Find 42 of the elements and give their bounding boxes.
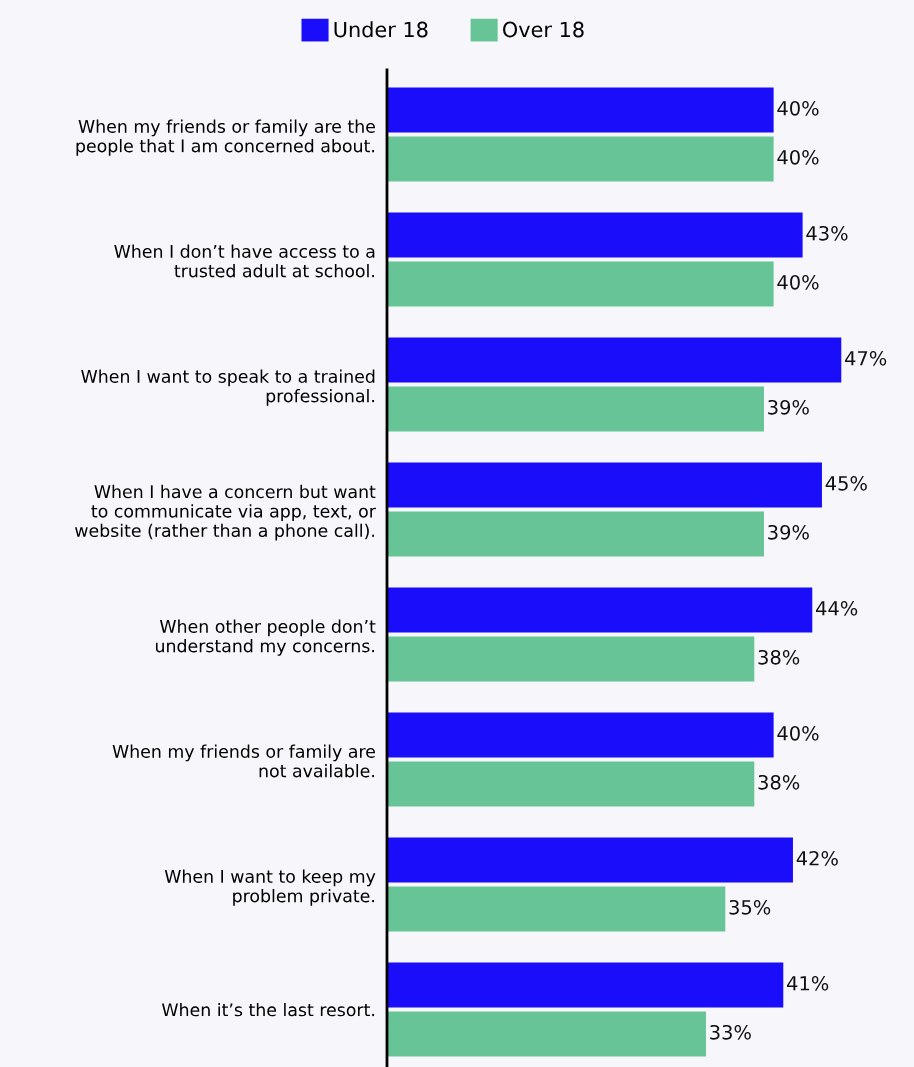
y-tick-label: When I have a concern but want to communicate via app, text, or website (rather than a phone call).: [75, 484, 376, 541]
bar: [386, 1011, 706, 1057]
data-label: 39%: [768, 524, 809, 540]
bar: [386, 712, 774, 758]
bar: [386, 511, 764, 557]
data-label: 45%: [825, 475, 867, 491]
data-label: 44%: [816, 600, 858, 616]
y-tick-label: When other people don’t understand my concerns.: [155, 619, 376, 656]
bar: [386, 837, 793, 883]
data-label: 40%: [777, 100, 819, 116]
data-label: 39%: [768, 399, 809, 415]
data-label: 40%: [777, 725, 819, 741]
data-label: 42%: [796, 850, 838, 866]
y-tick-label: When I want to speak to a trained professional.: [81, 369, 375, 406]
legend-label: Over 18: [503, 21, 584, 38]
legend-label: Under 18: [334, 21, 428, 38]
data-label: 40%: [777, 274, 819, 290]
bar: [386, 87, 774, 133]
bar: [386, 761, 755, 807]
y-tick-label: When it’s the last resort.: [161, 1002, 375, 1017]
data-label: 41%: [787, 975, 829, 991]
y-tick-label: When I want to keep my problem private.: [164, 869, 376, 906]
bar: [386, 886, 726, 932]
data-label: 35%: [729, 899, 771, 915]
bar: [386, 212, 803, 258]
y-tick-label: When my friends or family are not available.: [112, 744, 375, 778]
bar: [386, 136, 774, 182]
bar: [386, 261, 774, 307]
data-label: 38%: [758, 649, 800, 665]
bar: [386, 962, 784, 1008]
data-label: 40%: [777, 149, 819, 165]
bar: [386, 337, 842, 383]
y-tick-label: When I don’t have access to a trusted adult at school.: [114, 244, 375, 278]
data-label: 33%: [710, 1024, 751, 1040]
data-label: 38%: [758, 774, 800, 790]
bar: [386, 587, 813, 633]
data-label: 43%: [806, 225, 848, 241]
data-label: 47%: [845, 350, 887, 366]
bar: [386, 462, 822, 508]
y-tick-label: When my friends or family are the people that I am concerned about.: [76, 119, 375, 156]
bar: [386, 636, 755, 682]
bar: [386, 386, 764, 432]
